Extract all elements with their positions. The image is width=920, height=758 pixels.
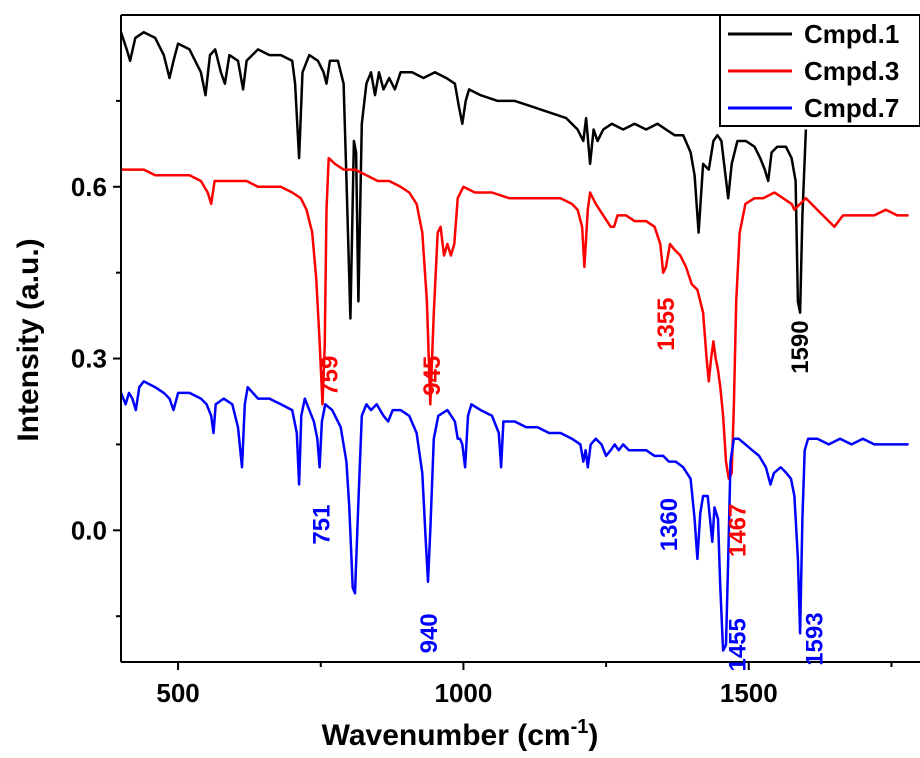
x-tick-label: 500 (156, 678, 199, 708)
peak-label-1360: 1360 (656, 498, 683, 551)
x-axis-label: Wavenumber (cm-1) (322, 716, 599, 752)
series-layer (121, 30, 909, 652)
y-tick-label: 0.6 (71, 172, 107, 202)
legend-label: Cmpd.3 (804, 56, 899, 86)
legend: Cmpd.1 Cmpd.3 Cmpd.7 (719, 14, 920, 127)
y-tick-label: 0.0 (71, 515, 107, 545)
legend-label: Cmpd.1 (804, 19, 899, 49)
annotation-layer: 759 945 1355 1590 751 940 1360 1467 1455 1593 (308, 297, 828, 671)
series-line-cmpd-3 (121, 156, 909, 481)
peak-label-1590: 1590 (787, 320, 814, 373)
peak-label-759: 759 (316, 356, 343, 396)
series-line-cmpd-1 (121, 30, 808, 320)
legend-items: Cmpd.1 Cmpd.3 Cmpd.7 (728, 19, 899, 123)
peak-label-1455: 1455 (724, 618, 751, 671)
ticks-layer: 500 1000 1500 0.0 0.3 0.6 (71, 99, 893, 708)
x-tick-label: 1500 (720, 678, 778, 708)
peak-label-940: 940 (416, 613, 443, 653)
x-tick-label: 1000 (435, 678, 493, 708)
peak-label-1467: 1467 (724, 504, 751, 557)
peak-label-945: 945 (419, 356, 446, 396)
peak-label-1593: 1593 (801, 612, 828, 665)
series-line-cmpd-7 (121, 380, 909, 652)
y-axis-label: Intensity (a.u.) (12, 238, 45, 441)
peak-label-751: 751 (308, 505, 335, 545)
legend-label: Cmpd.7 (804, 93, 899, 123)
y-tick-label: 0.3 (71, 344, 107, 374)
peak-label-1355: 1355 (653, 297, 680, 350)
